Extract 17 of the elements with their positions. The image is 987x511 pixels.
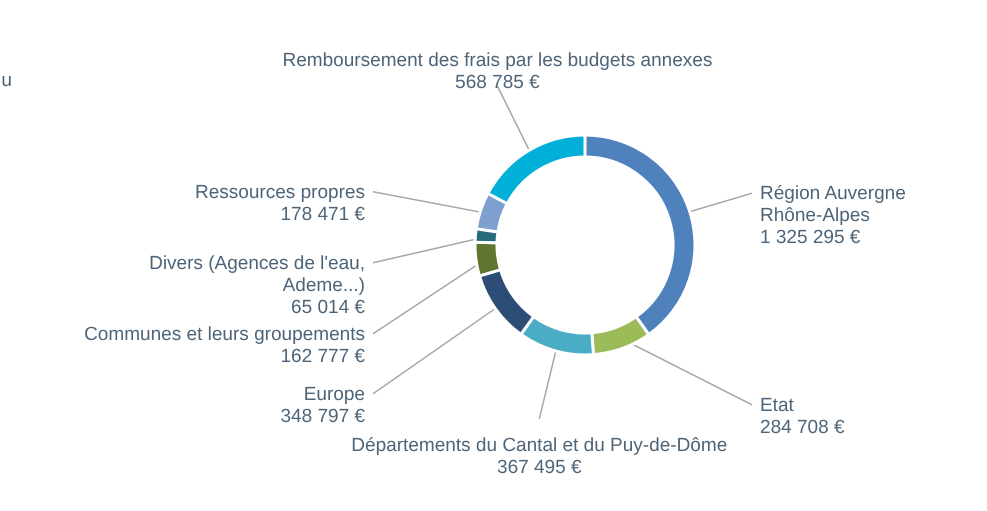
slice-label: Région Auvergne Rhône-Alpes xyxy=(760,183,906,226)
slice-label: Départements du Cantal et du Puy-de-Dôme xyxy=(351,435,728,456)
data-label: 1 325 295 € xyxy=(760,227,861,248)
slice-label: Europe xyxy=(304,384,365,405)
slice-label: Communes et leurs groupements xyxy=(84,324,365,345)
data-label: 65 014 € xyxy=(291,296,366,318)
slice-label: Ressources propres xyxy=(194,182,365,203)
slice-label: Remboursement des frais par les budgets annexes xyxy=(282,50,712,71)
data-label: 284 708 € xyxy=(760,416,845,438)
data-label: 348 797 € xyxy=(280,406,366,427)
slice-label: Divers (Agences de l'eau, Ademe...) xyxy=(149,252,365,296)
data-label: 367 495 € xyxy=(497,457,582,478)
slice-label: Etat xyxy=(760,394,795,416)
data-label: 162 777 € xyxy=(280,346,366,367)
text: u xyxy=(1,70,12,91)
data-label: 178 471 € xyxy=(280,204,366,225)
data-label: 568 785 € xyxy=(455,72,540,93)
